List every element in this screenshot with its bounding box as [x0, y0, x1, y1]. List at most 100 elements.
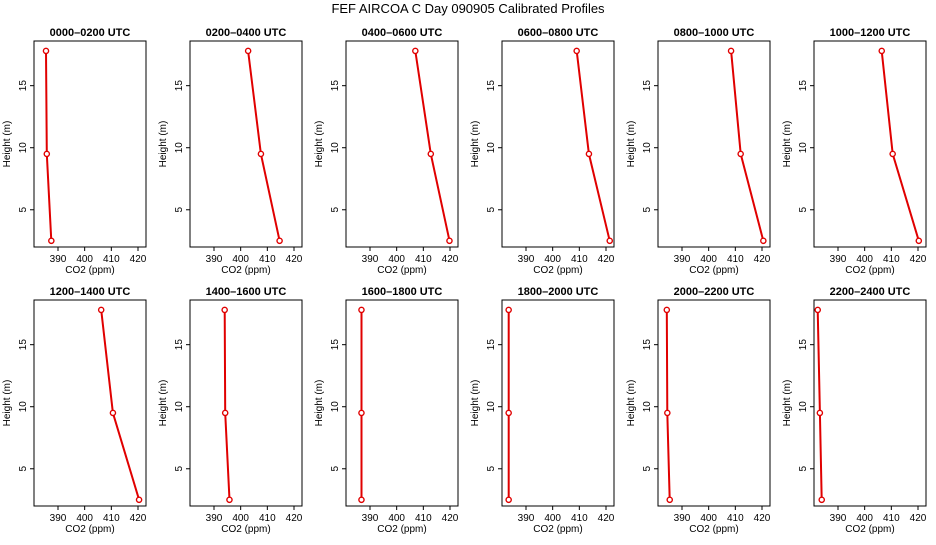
panel-title: 0800–1000 UTC [674, 27, 755, 39]
profile-line [665, 309, 671, 500]
panel-title: 1800–2000 UTC [518, 286, 599, 298]
y-tick-label: 10 [798, 142, 809, 154]
x-axis-label: CO2 (ppm) [221, 524, 270, 535]
x-axis-label: CO2 (ppm) [377, 524, 426, 535]
y-tick-label: 15 [642, 339, 653, 351]
profile-line [414, 50, 451, 242]
y-tick-label: 5 [798, 466, 809, 472]
x-axis-label: CO2 (ppm) [377, 265, 426, 276]
x-tick-label: 400 [76, 254, 93, 265]
y-tick-label: 5 [642, 207, 653, 213]
x-tick-label: 390 [518, 254, 535, 265]
y-tick-label: 15 [330, 80, 341, 92]
y-axis-label: Height (m) [2, 380, 13, 427]
panel-title: 2000–2200 UTC [674, 286, 755, 298]
x-tick-label: 400 [388, 513, 405, 524]
y-tick-label: 5 [174, 466, 185, 472]
profile-line [880, 50, 920, 242]
x-tick-label: 390 [50, 254, 67, 265]
profile-panel: 1600–1800 UTC 390 400 410 420 CO2 (ppm) 5 10 15 H… [314, 286, 459, 535]
y-tick-label: 5 [330, 207, 341, 213]
y-axis-label: Height (m) [314, 380, 325, 427]
x-tick-label: 400 [856, 513, 873, 524]
x-tick-label: 420 [442, 513, 459, 524]
profile-line [100, 309, 141, 501]
data-point [889, 150, 896, 158]
data-point [573, 47, 580, 55]
y-tick-label: 10 [330, 142, 341, 154]
data-point [664, 409, 671, 417]
data-point [412, 47, 419, 55]
y-axis-label: Height (m) [314, 121, 325, 168]
profile-panel: 0400–0600 UTC 390 400 410 420 CO2 (ppm) 5 10 15 H… [314, 27, 459, 276]
y-tick-label: 10 [642, 142, 653, 154]
y-tick-label: 10 [486, 401, 497, 413]
data-point [135, 496, 143, 504]
profile-line [575, 50, 611, 242]
data-point [727, 47, 735, 55]
y-axis-label: Height (m) [470, 121, 481, 168]
x-tick-label: 410 [571, 513, 588, 524]
y-axis-label: Height (m) [782, 121, 793, 168]
y-tick-label: 5 [18, 466, 29, 472]
y-tick-label: 15 [486, 339, 497, 351]
x-tick-label: 410 [103, 254, 120, 265]
y-tick-label: 10 [174, 401, 185, 413]
x-tick-label: 410 [727, 513, 744, 524]
y-tick-label: 5 [642, 466, 653, 472]
profile-panel: 1800–2000 UTC 390 400 410 420 CO2 (ppm) 5 10 15 H… [470, 286, 615, 535]
y-tick-label: 5 [18, 207, 29, 213]
data-point [257, 150, 265, 158]
data-point [244, 47, 252, 55]
plot-frame [345, 40, 459, 248]
profile-panel: 0200–0400 UTC 390 400 410 420 CO2 (ppm) 5 10 15 H… [158, 27, 303, 276]
data-point [226, 496, 233, 504]
x-tick-label: 390 [362, 254, 379, 265]
y-axis-label: Height (m) [2, 121, 13, 168]
profile-panel: 0800–1000 UTC 390 400 410 420 CO2 (ppm) 5 10 15 H… [626, 27, 771, 276]
data-point [109, 409, 117, 417]
y-tick-label: 10 [174, 142, 185, 154]
figure-title: FEF AIRCOA C Day 090905 Calibrated Profi… [331, 1, 605, 16]
data-point [878, 47, 886, 55]
plot-frame [33, 40, 147, 248]
profile-panel: 1000–1200 UTC 390 400 410 420 CO2 (ppm) 5 10 15 H… [782, 27, 927, 276]
data-point [663, 306, 671, 314]
x-tick-label: 400 [700, 513, 717, 524]
x-tick-label: 420 [130, 254, 147, 265]
panel-title: 0400–0600 UTC [362, 27, 443, 39]
x-tick-label: 410 [883, 513, 900, 524]
x-tick-label: 410 [415, 254, 432, 265]
x-tick-label: 420 [910, 254, 927, 265]
x-tick-label: 400 [544, 513, 561, 524]
x-tick-label: 410 [259, 513, 276, 524]
y-tick-label: 15 [174, 339, 185, 351]
data-point [221, 306, 228, 314]
profile-panel: 2000–2200 UTC 390 400 410 420 CO2 (ppm) 5 10 15 H… [626, 286, 771, 535]
x-tick-label: 420 [598, 513, 615, 524]
y-tick-label: 15 [642, 80, 653, 92]
panel-title: 1600–1800 UTC [362, 286, 443, 298]
data-point [358, 496, 365, 504]
data-point [915, 237, 923, 245]
panel-title: 1200–1400 UTC [50, 286, 131, 298]
y-axis-label: Height (m) [158, 380, 169, 427]
plot-frame [345, 299, 459, 507]
y-tick-label: 5 [330, 466, 341, 472]
x-tick-label: 390 [50, 513, 67, 524]
y-tick-label: 10 [18, 401, 29, 413]
data-point [816, 409, 824, 417]
x-axis-label: CO2 (ppm) [221, 265, 270, 276]
y-tick-label: 15 [174, 80, 185, 92]
x-axis-label: CO2 (ppm) [689, 524, 738, 535]
y-tick-label: 15 [486, 80, 497, 92]
x-tick-label: 420 [442, 254, 459, 265]
plot-frame [501, 40, 615, 248]
x-tick-label: 400 [544, 254, 561, 265]
panel-title: 0600–0800 UTC [518, 27, 599, 39]
y-tick-label: 10 [330, 401, 341, 413]
data-point [358, 306, 365, 314]
y-tick-label: 10 [486, 142, 497, 154]
